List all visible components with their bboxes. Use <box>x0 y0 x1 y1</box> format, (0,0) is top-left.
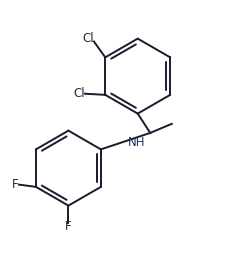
Text: F: F <box>65 220 71 233</box>
Text: Cl: Cl <box>82 32 94 45</box>
Text: Cl: Cl <box>73 87 85 100</box>
Text: NH: NH <box>128 136 145 149</box>
Text: F: F <box>11 178 18 191</box>
